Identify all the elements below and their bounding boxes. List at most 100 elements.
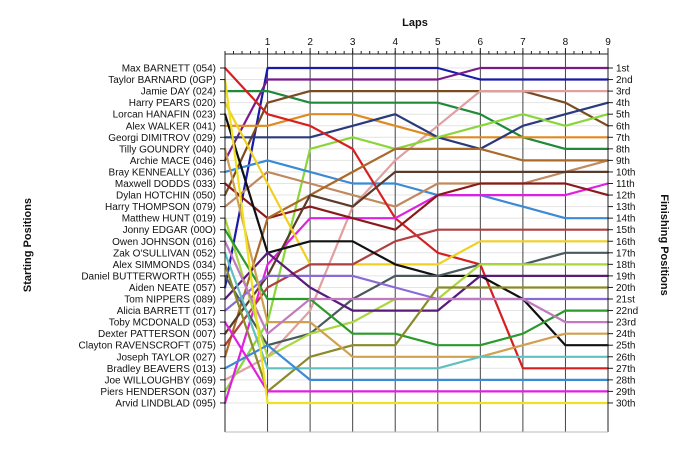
starting-position-label: Maxwell DODDS (033) bbox=[115, 179, 216, 190]
x-tick-label: 5 bbox=[435, 37, 441, 48]
finishing-position-label: 27th bbox=[616, 364, 635, 375]
x-axis-title: Laps bbox=[402, 17, 428, 29]
finishing-position-label: 29th bbox=[616, 387, 635, 398]
driver-line-26 bbox=[223, 240, 610, 335]
finishing-position-label: 13th bbox=[616, 202, 635, 213]
driver-line-30 bbox=[223, 78, 610, 405]
x-tick-label: 6 bbox=[478, 37, 484, 48]
starting-position-label: Archie MACE (046) bbox=[130, 156, 216, 167]
x-tick-label: 8 bbox=[563, 37, 569, 48]
starting-position-label: Dexter PATTERSON (007) bbox=[98, 329, 216, 340]
finishing-position-label: 17th bbox=[616, 248, 635, 259]
driver-line-23 bbox=[223, 228, 610, 347]
x-tick-label: 2 bbox=[307, 37, 313, 48]
x-tick-label: 3 bbox=[350, 37, 356, 48]
starting-position-label: Arvid LINDBLAD (095) bbox=[115, 398, 216, 409]
driver-line-28 bbox=[223, 344, 610, 381]
finishing-position-label: 14th bbox=[616, 214, 635, 225]
x-tick-label: 7 bbox=[520, 37, 526, 48]
driver-line-27 bbox=[223, 251, 610, 370]
finishing-position-label: 1st bbox=[616, 64, 630, 75]
starting-position-label: Jamie DAY (024) bbox=[141, 87, 216, 98]
driver-line-9 bbox=[223, 159, 610, 220]
y-axis-title-left: Starting Positions bbox=[22, 198, 34, 292]
finishing-position-label: 16th bbox=[616, 237, 635, 248]
starting-position-label: Bradley BEAVERS (013) bbox=[107, 364, 216, 375]
starting-position-label: Joe WILLOUGHBY (069) bbox=[104, 375, 216, 386]
finishing-position-label: 24th bbox=[616, 329, 635, 340]
finishing-position-label: 10th bbox=[616, 167, 635, 178]
finishing-position-label: 26th bbox=[616, 352, 635, 363]
driver-line-15 bbox=[223, 170, 610, 335]
starting-position-label: Lorcan HANAFIN (023) bbox=[113, 110, 216, 121]
starting-position-label: Harry THOMPSON (079) bbox=[105, 202, 216, 213]
starting-position-label: Harry PEARS (020) bbox=[129, 98, 216, 109]
finishing-position-label: 28th bbox=[616, 375, 635, 386]
starting-position-label: Jonny EDGAR (00O) bbox=[123, 225, 216, 236]
finishing-position-label: 5th bbox=[616, 110, 630, 121]
starting-position-label: Alicia BARRETT (017) bbox=[117, 306, 216, 317]
starting-position-label: Alex WALKER (041) bbox=[126, 121, 216, 132]
finishing-position-label: 4th bbox=[616, 98, 630, 109]
starting-position-label: Matthew HUNT (019) bbox=[122, 214, 216, 225]
starting-position-label: Zak O'SULLIVAN (052) bbox=[113, 248, 216, 259]
finishing-position-label: 21st bbox=[616, 295, 635, 306]
finishing-position-label: 20th bbox=[616, 283, 635, 294]
finishing-position-label: 8th bbox=[616, 144, 630, 155]
driver-line-14 bbox=[223, 147, 610, 358]
driver-line-12 bbox=[223, 182, 610, 405]
starting-position-label: Max BARNETT (054) bbox=[122, 64, 216, 75]
driver-line-19 bbox=[223, 251, 610, 347]
driver-line-21 bbox=[223, 274, 610, 312]
finishing-position-label: 19th bbox=[616, 271, 635, 282]
starting-position-label: Georgi DIMITROV (029) bbox=[108, 133, 216, 144]
driver-line-22 bbox=[223, 251, 610, 312]
starting-position-label: Alex SIMMONDS (034) bbox=[113, 260, 216, 271]
driver-line-10 bbox=[223, 159, 610, 208]
driver-line-16 bbox=[223, 101, 610, 266]
driver-line-29 bbox=[223, 321, 610, 393]
starting-position-label: Bray KENNEALLY (036) bbox=[109, 167, 216, 178]
label-layer: Max BARNETT (054)Taylor BARNARD (0GP)Jam… bbox=[79, 64, 639, 410]
axis-layer: 1 2 3 4 5 6 7 8 9 bbox=[220, 37, 613, 433]
finishing-position-label: 11th bbox=[616, 179, 635, 190]
driver-line-24 bbox=[223, 263, 610, 393]
driver-line-4 bbox=[223, 89, 610, 197]
series-layer bbox=[223, 66, 610, 405]
grid-layer bbox=[225, 54, 609, 432]
finishing-position-label: 15th bbox=[616, 225, 635, 236]
plot-area bbox=[225, 54, 608, 432]
x-tick-label: 4 bbox=[392, 37, 398, 48]
finishing-position-label: 30th bbox=[616, 398, 635, 409]
driver-line-25 bbox=[223, 147, 610, 358]
x-tick-label: 9 bbox=[605, 37, 611, 48]
finishing-position-label: 22nd bbox=[616, 306, 638, 317]
finishing-position-label: 12th bbox=[616, 191, 635, 202]
finishing-position-label: 7th bbox=[616, 133, 630, 144]
finishing-position-label: 2nd bbox=[616, 75, 633, 86]
finishing-position-label: 3rd bbox=[616, 87, 630, 98]
finishing-position-label: 9th bbox=[616, 156, 630, 167]
starting-position-label: Tom NIPPERS (089) bbox=[124, 295, 216, 306]
driver-line-13 bbox=[223, 182, 610, 231]
finishing-position-label: 6th bbox=[616, 121, 630, 132]
starting-position-label: Taylor BARNARD (0GP) bbox=[108, 75, 216, 86]
x-tick-label: 1 bbox=[265, 37, 271, 48]
y-axis-title-right: Finishing Positions bbox=[658, 194, 670, 295]
finishing-position-label: 18th bbox=[616, 260, 635, 271]
starting-position-label: Toby MCDONALD (053) bbox=[109, 318, 216, 329]
starting-position-label: Joseph TAYLOR (027) bbox=[117, 352, 217, 363]
driver-line-2 bbox=[223, 66, 610, 162]
starting-position-label: Dylan HOTCHIN (050) bbox=[116, 191, 216, 202]
starting-position-label: Owen JOHNSON (016) bbox=[112, 237, 216, 248]
starting-position-label: Daniel BUTTERWORTH (055) bbox=[81, 271, 216, 282]
finishing-position-label: 23rd bbox=[616, 318, 636, 329]
starting-position-label: Tilly GOUNDRY (040) bbox=[119, 144, 216, 155]
starting-position-label: Piers HENDERSON (037) bbox=[100, 387, 216, 398]
driver-line-1 bbox=[223, 66, 610, 289]
starting-position-label: Clayton RAVENSCROFT (075) bbox=[79, 341, 216, 352]
finishing-position-label: 25th bbox=[616, 341, 635, 352]
starting-position-label: Aiden NEATE (057) bbox=[129, 283, 216, 294]
